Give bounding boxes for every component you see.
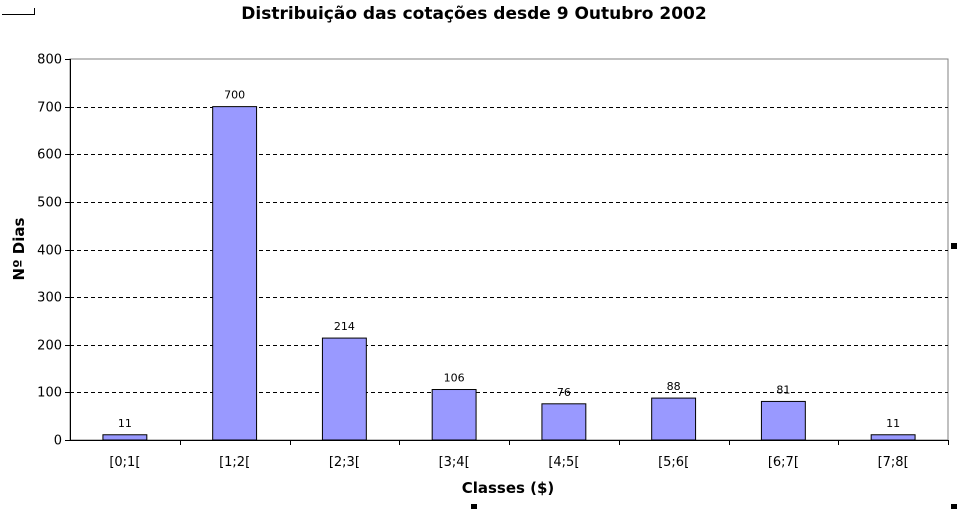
x-tick-label: [5;6[ [658,455,689,470]
bar [102,434,148,441]
data-label: 106 [444,372,465,385]
x-axis-title: Classes ($) [462,479,555,497]
data-label: 76 [557,386,571,399]
x-tick-label: [3;4[ [439,455,470,470]
data-label: 81 [776,383,790,396]
bar [212,106,258,441]
y-tick-label: 0 [54,434,62,449]
resize-handle-right[interactable] [951,243,957,249]
y-tick-label: 400 [37,244,62,259]
plot-frame [69,58,949,441]
bar [870,434,916,441]
x-tick-label: [0;1[ [109,455,140,470]
bar [760,400,806,441]
x-tick-label: [6;7[ [768,455,799,470]
y-tick-label: 300 [37,291,62,306]
resize-handle-corner[interactable] [951,504,957,509]
bar [431,389,477,441]
bar [651,397,697,441]
y-tick-label: 100 [37,386,62,401]
data-label: 11 [118,417,132,430]
chart-corner-marker [2,8,35,15]
data-label: 700 [224,89,245,102]
resize-handle-bottom[interactable] [471,504,477,509]
data-label: 214 [334,320,355,333]
bar [321,337,367,441]
y-tick-label: 600 [37,148,62,163]
data-label: 11 [886,417,900,430]
plot-area: 0 100 200 300 400 500 600 700 800 11 [0;1[ 700 [1;2[… [37,53,949,470]
x-tick-label: [7;8[ [878,455,909,470]
data-label: 88 [667,380,681,393]
bar [541,403,587,441]
chart-title: Distribuição das cotações desde 9 Outubr… [241,4,706,24]
x-tick-label: [2;3[ [329,455,360,470]
y-tick-label: 200 [37,339,62,354]
y-tick-label: 800 [37,53,62,68]
x-tick-label: [4;5[ [548,455,579,470]
y-axis-title: Nº Dias [10,217,28,280]
y-tick-label: 500 [37,196,62,211]
x-tick-label: [1;2[ [219,455,250,470]
y-tick-label: 700 [37,101,62,116]
